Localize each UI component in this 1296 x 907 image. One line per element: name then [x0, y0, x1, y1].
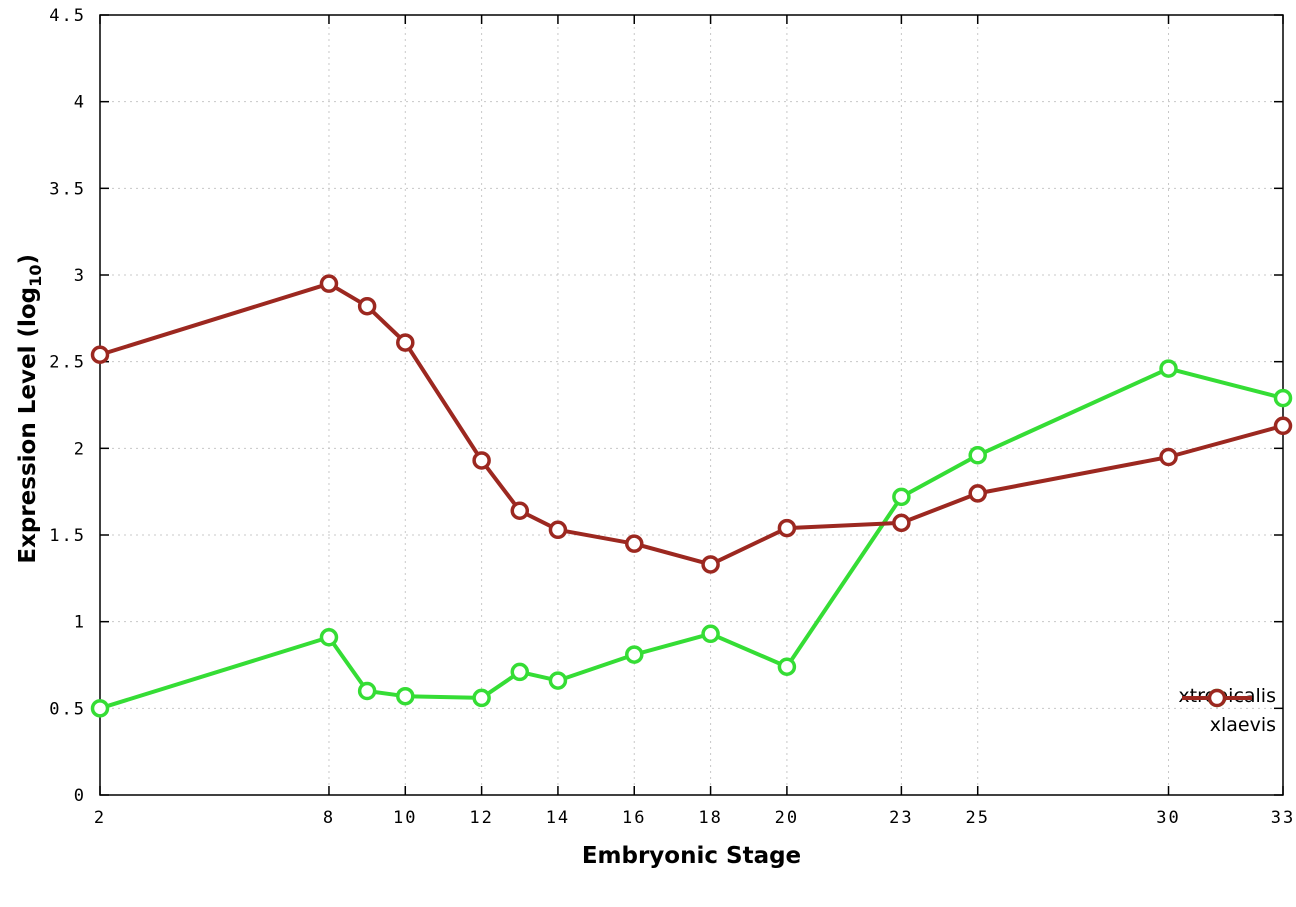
x-tick-label: 16 — [622, 808, 646, 828]
data-point-xtropicalis — [1159, 359, 1178, 378]
data-point-xtropicalis — [510, 662, 530, 682]
series-line-xlaevis — [98, 281, 1285, 567]
data-point-xlaevis — [472, 451, 491, 470]
x-tick-label: 20 — [775, 808, 799, 828]
legend: xtropicalisxlaevis — [1178, 685, 1276, 736]
data-point-xlaevis — [701, 555, 720, 574]
x-tick-label: 25 — [965, 808, 989, 828]
y-tick-label: 4.5 — [49, 6, 86, 26]
data-point-xlaevis — [357, 296, 377, 316]
data-point-xlaevis — [396, 333, 415, 352]
x-tick-label: 2 — [94, 808, 106, 828]
legend-marker — [1208, 688, 1227, 708]
legend-label: xlaevis — [1209, 714, 1276, 736]
data-point-xlaevis — [319, 274, 339, 293]
data-point-xlaevis — [90, 345, 110, 364]
data-point-xtropicalis — [90, 699, 110, 718]
data-point-xlaevis — [777, 518, 797, 538]
x-tick-label: 33 — [1271, 808, 1295, 828]
y-tick-label: 1.5 — [49, 526, 86, 546]
y-tick-label: 0 — [74, 786, 86, 806]
data-point-xlaevis — [510, 501, 530, 520]
x-tick-label: 10 — [393, 808, 417, 828]
x-axis-title: Embryonic Stage — [581, 843, 802, 869]
data-point-xtropicalis — [472, 688, 491, 708]
data-point-xlaevis — [968, 484, 987, 503]
data-point-xlaevis — [1159, 447, 1178, 467]
y-tick-label: 2.5 — [49, 353, 86, 373]
data-point-xlaevis — [548, 520, 568, 540]
data-point-xtropicalis — [777, 657, 797, 676]
data-point-xtropicalis — [548, 671, 568, 690]
x-tick-label: 18 — [698, 808, 722, 828]
y-tick-label: 3 — [74, 266, 86, 286]
data-point-xtropicalis — [396, 686, 415, 706]
data-point-xlaevis — [625, 534, 644, 553]
data-point-xtropicalis — [319, 628, 339, 647]
y-axis-title-text: Expression Level (log — [15, 286, 42, 564]
y-tick-label: 3.5 — [49, 179, 86, 199]
x-tick-label: 12 — [469, 808, 493, 828]
data-point-xtropicalis — [357, 681, 377, 701]
x-tick-label: 8 — [323, 808, 335, 828]
y-axis-title-close: ) — [15, 253, 42, 265]
data-point-xtropicalis — [968, 446, 987, 465]
y-tick-label: 2 — [74, 439, 86, 459]
y-axis-title-subscript: 10 — [25, 264, 45, 287]
legend-entry-xlaevis: xlaevis — [1182, 688, 1276, 736]
plot-border — [99, 14, 1284, 796]
series-line-xtropicalis — [98, 366, 1285, 711]
data-point-xtropicalis — [892, 487, 911, 507]
y-tick-label: 0.5 — [49, 699, 86, 719]
x-tick-label: 14 — [546, 808, 570, 828]
data-point-xtropicalis — [701, 624, 720, 644]
legend-line-sample — [1182, 688, 1253, 708]
y-tick-label: 4 — [74, 93, 86, 113]
y-tick-label: 1 — [74, 613, 86, 633]
y-axis-title: Expression Level (log10) — [15, 199, 45, 619]
x-tick-label: 30 — [1156, 808, 1180, 828]
data-point-xtropicalis — [1273, 388, 1293, 408]
x-tick-label: 23 — [889, 808, 913, 828]
data-point-xtropicalis — [625, 645, 644, 664]
data-point-xlaevis — [892, 513, 911, 533]
data-point-xlaevis — [1273, 416, 1293, 436]
